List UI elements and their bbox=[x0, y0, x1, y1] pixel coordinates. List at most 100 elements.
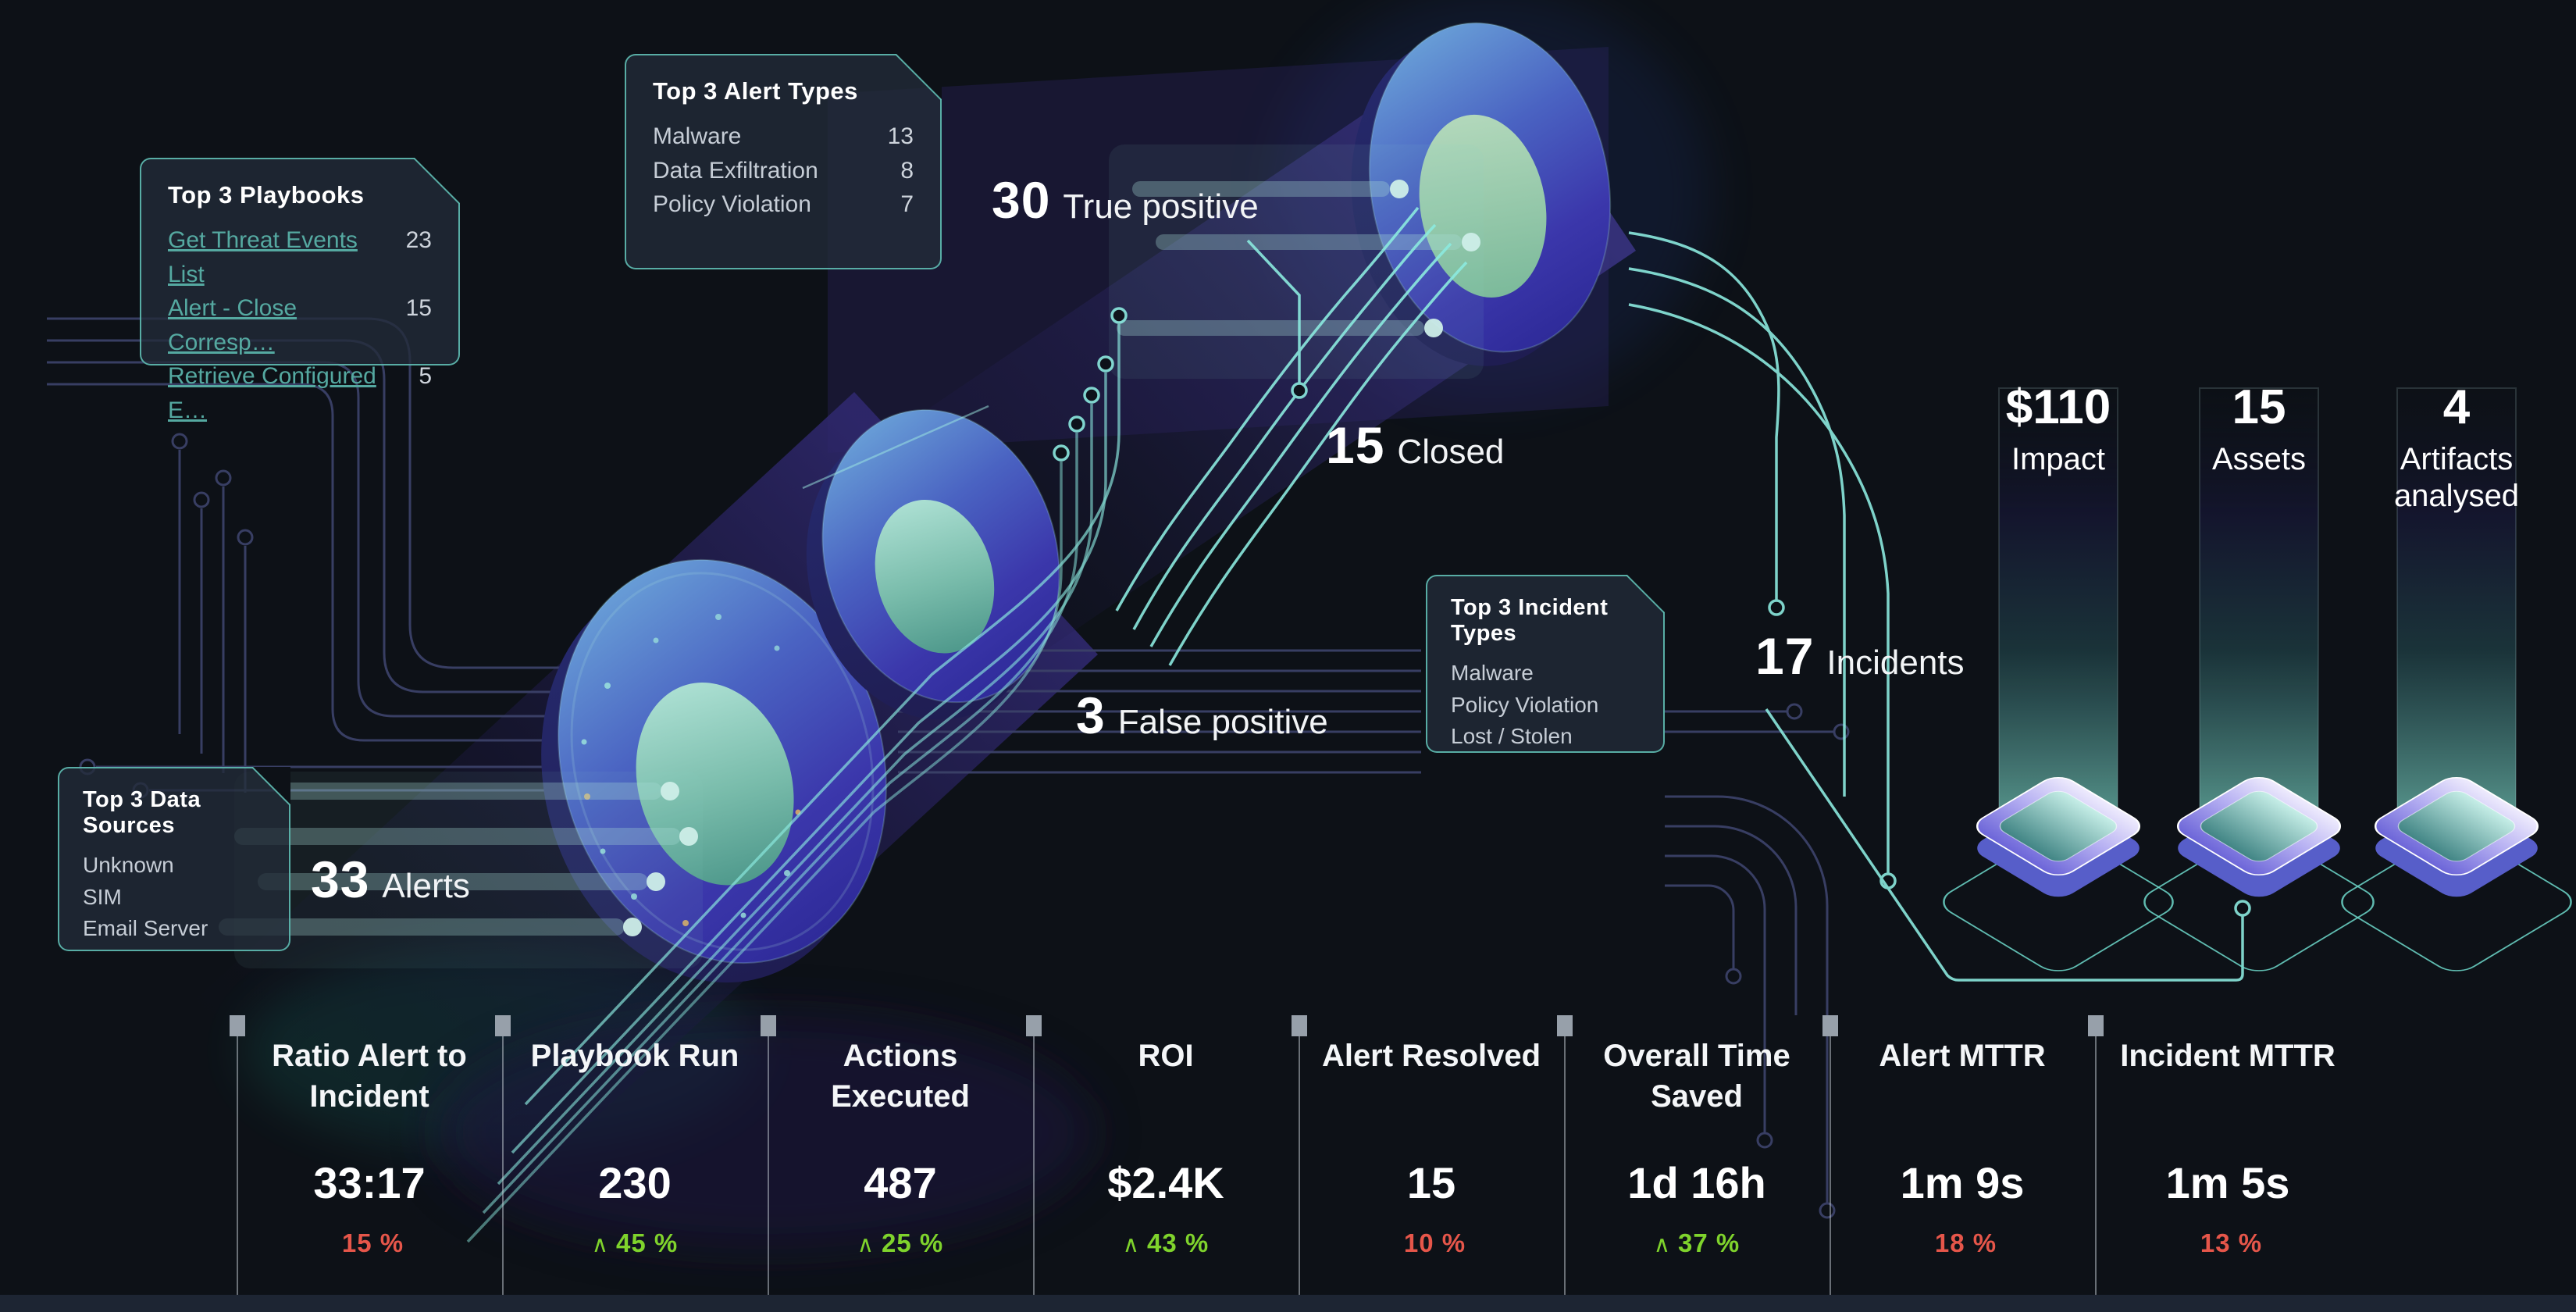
kpi-delta: ∧ 43 % bbox=[1122, 1228, 1210, 1257]
kpi-delta: 13 % bbox=[2200, 1228, 2263, 1257]
folded-corner bbox=[895, 54, 942, 101]
kpi-card-alert-resolved: Alert Resolved 15 10 % bbox=[1292, 1015, 1564, 1295]
list-item: Unknown bbox=[83, 850, 265, 882]
list-item: Retrieve Configured E… 5 bbox=[168, 359, 432, 427]
playbook-count: 15 bbox=[405, 295, 432, 321]
assets-label: Assets bbox=[2211, 442, 2307, 476]
divider-pin bbox=[2088, 1015, 2104, 1036]
divider-pin bbox=[1026, 1015, 1042, 1036]
divider-pin bbox=[761, 1015, 776, 1036]
divider-pin bbox=[1292, 1015, 1307, 1036]
list-item: Data Exfiltration 8 bbox=[653, 154, 914, 188]
data-source-label: Email Server bbox=[83, 916, 208, 941]
list-item: SIM bbox=[83, 882, 265, 914]
false-positive-label: 3 False positive bbox=[1076, 686, 1328, 744]
divider-pin bbox=[230, 1015, 245, 1036]
trend-up-icon: ∧ bbox=[857, 1232, 875, 1257]
top-data-sources-callout: Top 3 Data Sources Unknown SIM Email Ser… bbox=[58, 767, 291, 951]
kpi-delta: ∧ 25 % bbox=[857, 1228, 944, 1257]
alert-type-count: 13 bbox=[887, 123, 914, 149]
kpi-delta: 18 % bbox=[1934, 1228, 1997, 1257]
folded-corner bbox=[1626, 575, 1666, 614]
playbook-link[interactable]: Get Threat Events List bbox=[168, 227, 358, 287]
kpi-card-overall-time-saved: Overall Time Saved 1d 16h ∧ 37 % bbox=[1557, 1015, 1830, 1295]
artifacts-platform bbox=[2341, 387, 2572, 972]
list-item: Email Server bbox=[83, 913, 265, 945]
trend-up-icon: ∧ bbox=[1122, 1232, 1140, 1257]
kpi-card-playbook-run: Playbook Run 230 ∧ 45 % bbox=[495, 1015, 768, 1295]
artifacts-value: 4 bbox=[2442, 380, 2471, 434]
kpi-value: 1m 9s bbox=[1900, 1158, 2025, 1207]
kpi-title: Alert MTTR bbox=[1879, 1039, 2046, 1073]
playbook-count: 23 bbox=[405, 227, 432, 253]
playbook-count: 5 bbox=[419, 363, 432, 389]
callout-title: Top 3 Alert Types bbox=[653, 77, 858, 105]
kpi-title: Overall Time Saved bbox=[1603, 1039, 1790, 1114]
list-item: Policy Violation 7 bbox=[653, 187, 914, 222]
alert-type-label: Malware bbox=[653, 123, 742, 149]
kpi-value: $2.4K bbox=[1107, 1158, 1224, 1207]
kpi-delta: 15 % bbox=[341, 1228, 404, 1257]
incident-type-label: Malware bbox=[1451, 661, 1534, 685]
kpi-card-ratio-alert-to-incident: Ratio Alert to Incident 33:17 15 % bbox=[230, 1015, 502, 1295]
assets-platform bbox=[2143, 387, 2375, 972]
list-item: Lost / Stolen bbox=[1451, 721, 1640, 753]
false-positive-count: 3 bbox=[1076, 686, 1106, 744]
list-item: Alert - Close Corresp… 15 bbox=[168, 291, 432, 359]
callout-title: Top 3 Incident Types bbox=[1451, 595, 1609, 646]
torus-triage bbox=[806, 408, 1060, 720]
alerts-count: 33 bbox=[311, 850, 370, 908]
bottom-bar bbox=[0, 1295, 2576, 1312]
incident-type-label: Policy Violation bbox=[1451, 692, 1599, 717]
top-incident-types-callout: Top 3 Incident Types Malware Policy Viol… bbox=[1426, 575, 1666, 753]
torus-speckles bbox=[581, 614, 801, 926]
torus-true-positive bbox=[1351, 22, 1612, 366]
alert-type-count: 7 bbox=[900, 191, 914, 217]
true-positive-count: 30 bbox=[992, 171, 1051, 229]
kpi-title: Alert Resolved bbox=[1321, 1039, 1541, 1073]
kpi-title: Incident MTTR bbox=[2120, 1039, 2336, 1073]
kpi-card-roi: ROI $2.4K ∧ 43 % bbox=[1026, 1015, 1299, 1295]
kpi-value: 230 bbox=[598, 1158, 672, 1207]
closed-label: 15 Closed bbox=[1326, 416, 1505, 474]
kpi-delta: 10 % bbox=[1403, 1228, 1466, 1257]
kpi-value: 15 bbox=[1406, 1158, 1456, 1207]
impact-label: Impact bbox=[2011, 442, 2106, 476]
list-item: Policy Violation bbox=[1451, 690, 1640, 722]
true-positive-label: 30 True positive bbox=[992, 171, 1259, 229]
top-playbooks-callout: Top 3 Playbooks Get Threat Events List 2… bbox=[140, 158, 460, 423]
kpi-title: ROI bbox=[1138, 1039, 1194, 1073]
speed-streaks bbox=[219, 144, 1484, 968]
kpi-title: Actions Executed bbox=[831, 1039, 970, 1114]
top-alert-types-callout: Top 3 Alert Types Malware 13 Data Exfilt… bbox=[625, 54, 942, 269]
teal-traces bbox=[466, 206, 2251, 1243]
divider-pin bbox=[1557, 1015, 1573, 1036]
incidents-count: 17 bbox=[1755, 627, 1815, 685]
data-source-label: SIM bbox=[83, 884, 122, 909]
playbook-link[interactable]: Alert - Close Corresp… bbox=[168, 295, 298, 355]
artifacts-label: Artifacts analysed bbox=[2393, 442, 2520, 514]
kpi-delta: ∧ 45 % bbox=[591, 1228, 679, 1257]
folded-corner bbox=[413, 158, 460, 205]
trend-up-icon: ∧ bbox=[591, 1232, 609, 1257]
playbook-link[interactable]: Retrieve Configured E… bbox=[168, 363, 376, 423]
kpi-value: 487 bbox=[864, 1158, 937, 1207]
artifacts-metric: 4 Artifacts analysed bbox=[2363, 380, 2550, 515]
list-item: Malware bbox=[1451, 658, 1640, 690]
assets-value: 15 bbox=[2232, 380, 2286, 434]
alert-type-label: Policy Violation bbox=[653, 191, 811, 217]
incidents-label: 17 Incidents bbox=[1755, 627, 1965, 685]
kpi-value: 1m 5s bbox=[2165, 1158, 2290, 1207]
kpi-value: 1d 16h bbox=[1627, 1158, 1766, 1207]
divider-pin bbox=[495, 1015, 511, 1036]
impact-platform bbox=[1943, 387, 2174, 972]
assets-metric: 15 Assets bbox=[2165, 380, 2353, 478]
folded-corner bbox=[251, 767, 291, 806]
trend-up-icon: ∧ bbox=[1653, 1232, 1671, 1257]
list-item: Get Threat Events List 23 bbox=[168, 223, 432, 291]
alert-type-label: Data Exfiltration bbox=[653, 157, 818, 184]
impact-value: $110 bbox=[2005, 380, 2111, 434]
data-source-label: Unknown bbox=[83, 853, 174, 877]
callout-title: Top 3 Playbooks bbox=[168, 181, 365, 209]
